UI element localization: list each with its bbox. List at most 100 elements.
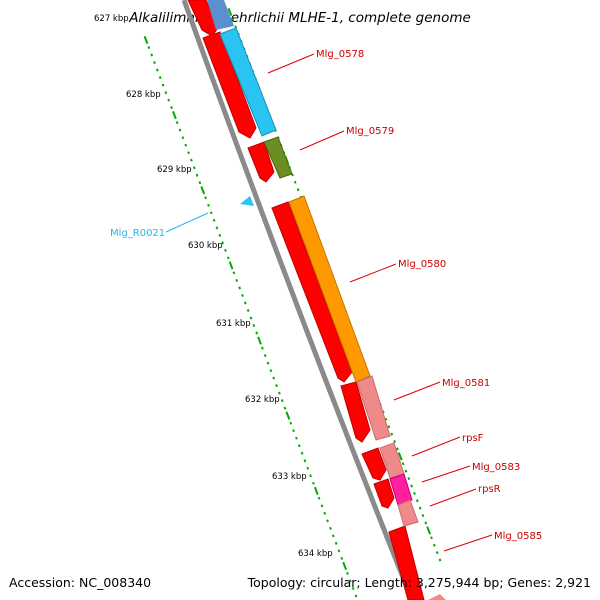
tick-mark <box>249 316 253 320</box>
tick-mark <box>418 506 422 510</box>
accession-text: Accession: NC_008340 <box>9 575 152 590</box>
tick-mark <box>346 571 349 575</box>
tick-mark <box>337 549 341 553</box>
kbp-label-629: 629 kbp <box>157 165 192 175</box>
tick-mark <box>170 106 173 110</box>
tick-mark <box>292 429 295 433</box>
label-leader-lines <box>165 53 493 552</box>
gene-block-cyan <box>219 27 277 137</box>
tick-mark <box>326 519 329 523</box>
tick-mark <box>390 432 394 436</box>
tick-mark <box>221 241 224 245</box>
tick-mark <box>387 425 391 429</box>
gene-block-red-7 <box>373 478 395 509</box>
kbp-label-631: 631 kbp <box>216 319 251 329</box>
tick-mark <box>275 384 278 388</box>
tick-mark <box>430 536 433 540</box>
gene-label-mlg-r0021[interactable]: Mlg_R0021 <box>110 228 165 239</box>
tick-mark <box>331 534 335 538</box>
tick-mark <box>190 158 193 162</box>
tick-mark <box>269 369 273 373</box>
tick-mark <box>289 421 293 425</box>
tick-mark <box>184 143 188 147</box>
tick-mark <box>354 594 358 598</box>
gene-block-orange <box>288 195 371 383</box>
gene-labels: Mlg_0578 Mlg_0579 Mlg_R0021 Mlg_0580 Mlg… <box>110 49 542 542</box>
tick-mark <box>266 361 270 365</box>
tick-mark <box>295 436 298 440</box>
tick-mark <box>192 166 196 170</box>
tick-mark <box>280 399 284 403</box>
gene-label-mlg-0583[interactable]: Mlg_0583 <box>472 462 520 473</box>
tick-mark <box>384 417 388 421</box>
tick-mark <box>246 309 250 312</box>
leader-rpsf <box>411 436 461 457</box>
tick-mark <box>164 91 168 95</box>
kbp-labels: 627 kbp 628 kbp 629 kbp 630 kbp 631 kbp … <box>94 14 333 559</box>
gene-label-mlg-0580[interactable]: Mlg_0580 <box>398 259 446 270</box>
kbp-label-634: 634 kbp <box>298 549 333 559</box>
tick-mark <box>147 46 151 49</box>
gene-label-mlg-0585[interactable]: Mlg_0585 <box>494 531 542 542</box>
tick-dot-track-left <box>143 35 358 598</box>
tick-mark <box>323 511 327 515</box>
tick-mark <box>228 261 234 270</box>
tick-mark <box>143 35 149 45</box>
leader-rpsr <box>429 488 477 507</box>
tick-mark <box>153 61 156 65</box>
gene-marker-mlg-r0021 <box>240 196 254 206</box>
tick-mark <box>175 121 179 125</box>
tick-mark <box>340 556 344 560</box>
tick-mark <box>317 496 321 500</box>
tick-mark <box>158 76 162 80</box>
gene-block-red-4 <box>271 201 353 383</box>
tick-mark <box>263 354 267 358</box>
leader-mlg-0578 <box>267 53 315 74</box>
gene-block-red-3 <box>247 141 275 183</box>
tick-mark <box>312 481 315 485</box>
tick-mark <box>401 462 405 466</box>
tick-mark <box>407 477 411 481</box>
gene-block-red-6 <box>361 447 387 481</box>
leader-mlg-0580 <box>349 263 397 283</box>
tick-mark <box>167 98 171 102</box>
tick-mark <box>421 514 425 518</box>
gene-label-mlg-0578[interactable]: Mlg_0578 <box>316 49 364 60</box>
tick-mark <box>415 499 419 503</box>
tick-mark <box>306 466 310 470</box>
kbp-label-633: 633 kbp <box>272 472 307 482</box>
tick-mark <box>297 444 301 448</box>
tick-mark <box>285 411 291 420</box>
tick-mark <box>218 233 222 237</box>
tick-mark <box>231 17 235 21</box>
tick-mark <box>393 440 396 443</box>
tick-mark <box>342 561 348 571</box>
gene-label-rpsr[interactable]: rpsR <box>478 484 501 495</box>
leader-mlg-0583 <box>421 465 471 483</box>
tick-mark <box>283 406 287 410</box>
tick-mark <box>348 579 352 583</box>
gene-block-steel-blue <box>207 0 234 30</box>
tick-mark <box>209 211 213 215</box>
gene-block-red-8 <box>388 525 425 600</box>
tick-mark <box>200 186 206 195</box>
tick-mark <box>278 391 281 395</box>
tick-mark <box>300 451 304 455</box>
gene-label-mlg-0579[interactable]: Mlg_0579 <box>346 126 394 137</box>
kbp-label-632: 632 kbp <box>245 395 280 405</box>
tick-mark <box>238 286 242 290</box>
tick-mark <box>178 128 182 132</box>
tick-mark <box>155 68 159 72</box>
tick-mark <box>161 83 165 87</box>
gene-label-mlg-0581[interactable]: Mlg_0581 <box>442 378 490 389</box>
tick-mark <box>172 111 177 120</box>
tick-mark <box>212 218 216 222</box>
leader-mlg-r0021 <box>165 212 209 233</box>
leader-mlg-0585 <box>443 534 493 552</box>
tick-mark <box>303 459 307 463</box>
tick-mark <box>397 452 403 461</box>
tick-mark <box>435 551 439 555</box>
tick-mark <box>224 248 227 252</box>
gene-label-rpsf[interactable]: rpsF <box>462 433 484 444</box>
tick-mark <box>198 181 202 185</box>
